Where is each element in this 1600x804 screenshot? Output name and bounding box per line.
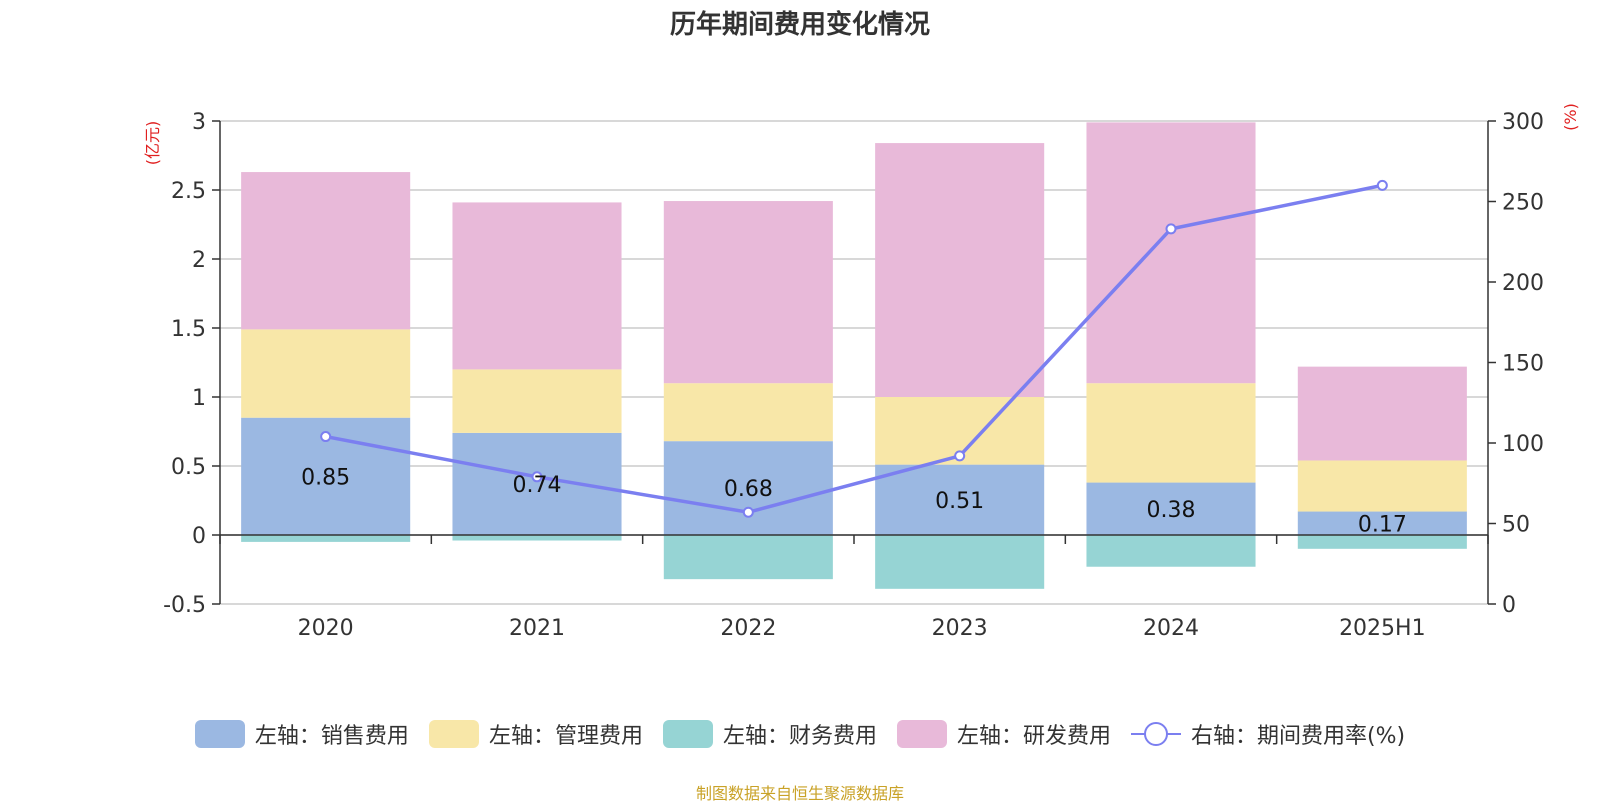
- data-label: 0.51: [935, 489, 984, 514]
- bar: [452, 432, 622, 535]
- category-label: 2023: [932, 616, 988, 641]
- legend-label: 左轴：研发费用: [956, 724, 1111, 749]
- rate-point: [1165, 223, 1177, 235]
- legend-swatch: [662, 720, 713, 748]
- category-label: 2020: [298, 616, 354, 641]
- rate-point: [1376, 179, 1388, 191]
- data-label: 0.85: [301, 465, 350, 490]
- bar: [663, 383, 833, 442]
- rate-point: [954, 450, 966, 462]
- data-label: 0.74: [513, 473, 562, 498]
- legend-label: 左轴：管理费用: [488, 724, 643, 749]
- category-label: 2025H1: [1339, 616, 1426, 641]
- left-axis-unit-label: (亿元): [143, 121, 162, 166]
- legend-item[interactable]: 左轴：管理费用: [428, 718, 643, 750]
- right-axis-tick-label: 200: [1502, 271, 1544, 296]
- bar: [663, 201, 833, 384]
- category-label: 2022: [720, 616, 776, 641]
- bar-series: [241, 122, 1467, 589]
- bar: [1297, 511, 1467, 535]
- rate-point: [320, 431, 332, 443]
- bar: [1086, 535, 1256, 567]
- bar: [875, 464, 1045, 535]
- bar: [241, 172, 411, 330]
- data-label: 0.38: [1147, 498, 1196, 523]
- right-axis-tick-label: 100: [1502, 432, 1544, 457]
- category-label: 2024: [1143, 616, 1199, 641]
- data-label: 0.17: [1358, 512, 1407, 537]
- rate-line: [325, 183, 1383, 515]
- legend: 左轴：销售费用 左轴：管理费用 左轴：财务费用 左轴：研发费用 右轴：期间费用率(%): [0, 718, 1600, 750]
- legend-label: 右轴：期间费用率(%): [1190, 724, 1406, 749]
- left-axis-tick-label: 0.5: [171, 455, 206, 480]
- legend-swatch: [194, 720, 245, 748]
- legend-line-marker: [1130, 720, 1181, 748]
- left-axis-tick-label: 3: [192, 110, 206, 135]
- left-axis-tick-label: 2.5: [171, 179, 206, 204]
- right-axis-tick-label: 0: [1502, 593, 1516, 618]
- bar: [452, 369, 622, 433]
- legend-swatch: [896, 720, 947, 748]
- bar: [875, 535, 1045, 589]
- legend-label: 左轴：销售费用: [254, 724, 409, 749]
- right-axis-unit-label: (%): [1561, 103, 1580, 131]
- bar: [875, 143, 1045, 397]
- bar: [663, 535, 833, 580]
- left-axis-tick-label: 0: [192, 524, 206, 549]
- bar: [1297, 535, 1467, 549]
- chart-title: 历年期间费用变化情况: [669, 10, 930, 40]
- rate-point: [531, 471, 543, 483]
- legend-item[interactable]: 左轴：财务费用: [662, 718, 877, 750]
- source-note: 制图数据来自恒生聚源数据库: [695, 784, 904, 803]
- left-axis-tick-label: 2: [192, 248, 206, 273]
- bar: [452, 535, 622, 541]
- bar: [1297, 460, 1467, 512]
- right-axis-tick-label: 250: [1502, 191, 1544, 216]
- legend-label: 左轴：财务费用: [722, 724, 877, 749]
- bar: [1086, 482, 1256, 535]
- rate-point: [742, 506, 754, 518]
- bar: [1086, 122, 1256, 384]
- data-labels: 0.85 0.74 0.68 0.51 0.38 0.17: [301, 465, 1407, 537]
- right-axis-tick-label: 300: [1502, 110, 1544, 135]
- rate-line-series: [320, 179, 1388, 518]
- bar: [1086, 383, 1256, 483]
- left-axis-tick-label: 1: [192, 386, 206, 411]
- bar: [1297, 366, 1467, 461]
- bar: [452, 202, 622, 370]
- left-axis-tick-label: -0.5: [163, 593, 206, 618]
- right-axis-tick-label: 150: [1502, 352, 1544, 377]
- left-axis-tick-label: 1.5: [171, 317, 206, 342]
- legend-swatch: [428, 720, 479, 748]
- data-label: 0.68: [724, 477, 773, 502]
- bar: [241, 329, 411, 418]
- right-axis-tick-label: 50: [1502, 513, 1530, 538]
- bar: [663, 441, 833, 535]
- legend-item[interactable]: 左轴：研发费用: [896, 718, 1111, 750]
- category-label: 2021: [509, 616, 565, 641]
- legend-item[interactable]: 右轴：期间费用率(%): [1130, 718, 1406, 750]
- legend-item[interactable]: 左轴：销售费用: [194, 718, 409, 750]
- axes: 3 2.5 2 1.5 1 0.5 0 -0.5 300 250 200 150 100 50 0 2020 2…: [163, 110, 1544, 641]
- bar: [241, 535, 411, 542]
